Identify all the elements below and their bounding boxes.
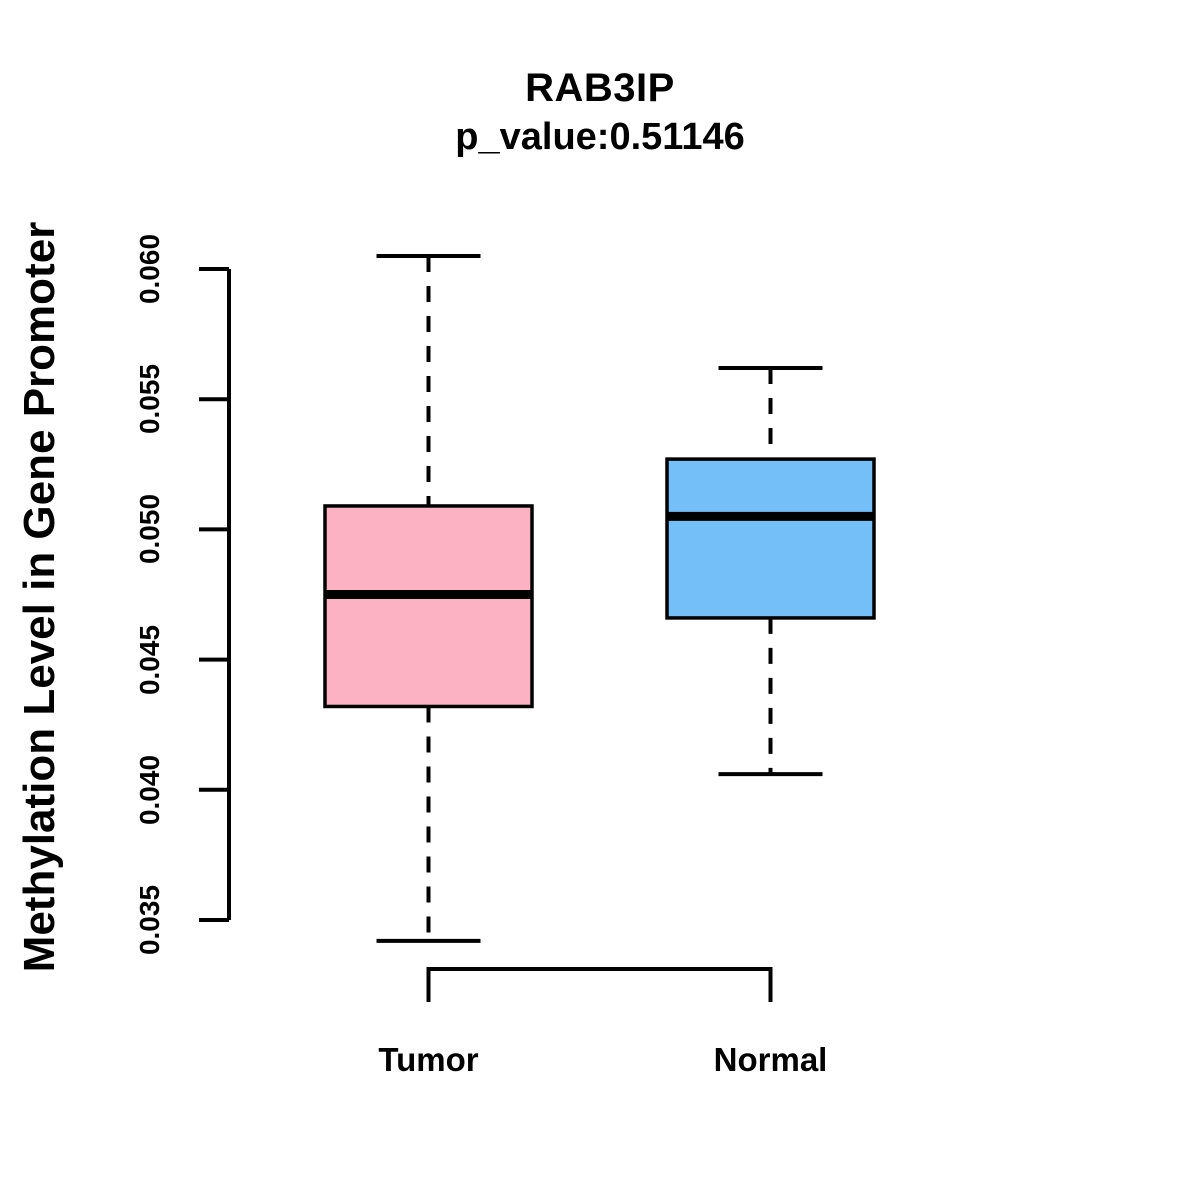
box-tumor: [323, 504, 534, 709]
y-tick-label: 0.035: [134, 884, 165, 956]
y-tick-label: 0.055: [134, 364, 165, 435]
y-tick-label: 0.040: [134, 754, 165, 825]
box-normal: [665, 457, 876, 620]
y-tick-label: 0.060: [134, 233, 165, 305]
x-category-label-tumor: Tumor: [378, 1041, 479, 1078]
x-axis-bracket: [426, 967, 773, 1002]
y-tick-label: 0.050: [134, 494, 165, 565]
p-value-subtitle: p_value:0.51146: [455, 116, 745, 158]
chart-title: RAB3IP: [525, 66, 675, 110]
x-category-label-normal: Normal: [713, 1041, 828, 1078]
y-tick-label: 0.045: [134, 624, 165, 695]
y-axis-label: Methylation Level in Gene Promoter: [15, 221, 64, 973]
